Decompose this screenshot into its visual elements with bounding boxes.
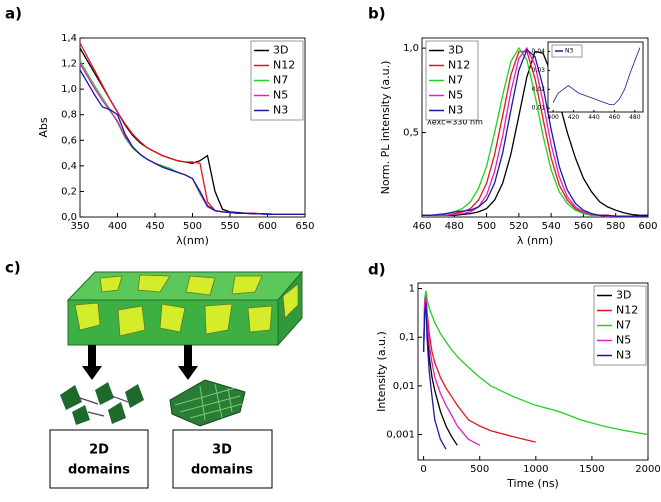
- x-tick-label: 460: [412, 221, 431, 232]
- y-tick-label: 0,04: [532, 48, 546, 55]
- x-tick-label: 450: [145, 221, 164, 232]
- 3d-structure: [169, 379, 246, 427]
- y-tick-label: 0,5: [403, 128, 419, 139]
- x-tick-label: 1000: [523, 464, 548, 475]
- y-axis-label: Abs: [37, 117, 50, 138]
- y-tick-label: 0,01: [532, 105, 546, 112]
- legend-label: N7: [448, 74, 463, 87]
- series-line: [422, 303, 447, 450]
- series-line: [422, 295, 481, 446]
- y-tick-label: 0,4: [61, 161, 77, 172]
- x-tick-label: 2000: [635, 464, 660, 475]
- y-tick-label: 0,03: [532, 67, 546, 74]
- x-tick-label: 650: [295, 221, 314, 232]
- series-group: [422, 290, 649, 450]
- y-tick-label: 0,8: [61, 110, 77, 121]
- x-axis-label: Time (ns): [506, 477, 559, 490]
- x-tick-label: 500: [470, 464, 489, 475]
- x-tick-label: 550: [220, 221, 239, 232]
- x-tick-label: 500: [183, 221, 202, 232]
- legend-label: N3: [616, 349, 631, 362]
- legend-label: N3: [448, 104, 463, 117]
- x-tick-label: 520: [509, 221, 528, 232]
- x-tick-label: 600: [258, 221, 277, 232]
- y-tick-label: 1,0: [403, 43, 419, 54]
- legend-label: N3: [273, 104, 288, 117]
- y-axis-label: Intensity (a.u.): [375, 331, 388, 412]
- box-3d: [172, 429, 273, 489]
- 2d-structure: [60, 382, 144, 425]
- legend-label: 3D: [448, 44, 463, 57]
- legend-label: N12: [448, 59, 470, 72]
- box-label: domains: [191, 463, 253, 478]
- x-axis-label: λ(nm): [176, 234, 209, 247]
- x-tick-label: 540: [542, 221, 561, 232]
- legend-label: N3: [565, 48, 573, 55]
- panel-label: d): [368, 261, 386, 279]
- y-tick-label: 0,1: [399, 332, 415, 343]
- x-tick-label: 480: [629, 114, 641, 121]
- y-axis-label: Norm. PL intensity (a.u.): [379, 61, 392, 195]
- series-line: [422, 48, 648, 217]
- box-label: 2D: [89, 443, 109, 458]
- legend-label: 3D: [273, 44, 288, 57]
- legend-label: N7: [616, 319, 631, 332]
- x-tick-label: 560: [574, 221, 593, 232]
- x-tick-label: 350: [70, 221, 89, 232]
- box-2d: [49, 429, 149, 489]
- panel-label: c): [5, 259, 21, 277]
- x-tick-label: 500: [477, 221, 496, 232]
- y-tick-label: 1,4: [61, 33, 77, 44]
- annotation: λexc=330 nm: [427, 118, 483, 127]
- y-tick-label: 0,001: [386, 430, 415, 441]
- series-line: [552, 47, 641, 105]
- legend-label: N12: [616, 304, 638, 317]
- y-tick-label: 1,0: [61, 84, 77, 95]
- legend-label: 3D: [616, 289, 631, 302]
- y-tick-label: 0,02: [532, 86, 546, 93]
- legend-label: N5: [273, 89, 288, 102]
- x-tick-label: 580: [606, 221, 625, 232]
- x-tick-label: 440: [588, 114, 600, 121]
- legend-label: N7: [273, 74, 288, 87]
- y-tick-label: 1,2: [61, 59, 77, 70]
- panel-label: a): [5, 5, 22, 23]
- x-axis-label: λ (nm): [517, 234, 553, 247]
- slab-diagram: 2D domains 3D domains c): [5, 259, 304, 489]
- y-tick-label: 0,01: [393, 381, 415, 392]
- legend-box: [551, 44, 583, 58]
- legend-label: N5: [616, 334, 631, 347]
- y-tick-label: 0,6: [61, 135, 77, 146]
- x-tick-label: 400: [547, 114, 559, 121]
- y-tick-label: 0,2: [61, 186, 77, 197]
- x-tick-label: 400: [108, 221, 127, 232]
- legend-label: N12: [273, 59, 295, 72]
- legend-label: N5: [448, 89, 463, 102]
- panel-label: b): [368, 5, 386, 23]
- box-label: 3D: [212, 443, 232, 458]
- series-group: [552, 47, 641, 105]
- x-tick-label: 480: [445, 221, 464, 232]
- x-tick-label: 600: [638, 221, 657, 232]
- x-tick-label: 1500: [579, 464, 604, 475]
- series-line: [422, 50, 648, 216]
- series-group: [79, 42, 305, 216]
- y-tick-label: 0,0: [61, 212, 77, 223]
- domains: [74, 274, 299, 337]
- series-line: [422, 290, 649, 436]
- series-line: [79, 69, 305, 216]
- arrows: [82, 345, 198, 380]
- y-tick-label: 1: [409, 284, 415, 295]
- x-tick-label: 460: [609, 114, 621, 121]
- x-tick-label: 420: [568, 114, 580, 121]
- box-label: domains: [68, 463, 130, 478]
- x-tick-label: 0: [420, 464, 426, 475]
- series-group: [422, 46, 648, 217]
